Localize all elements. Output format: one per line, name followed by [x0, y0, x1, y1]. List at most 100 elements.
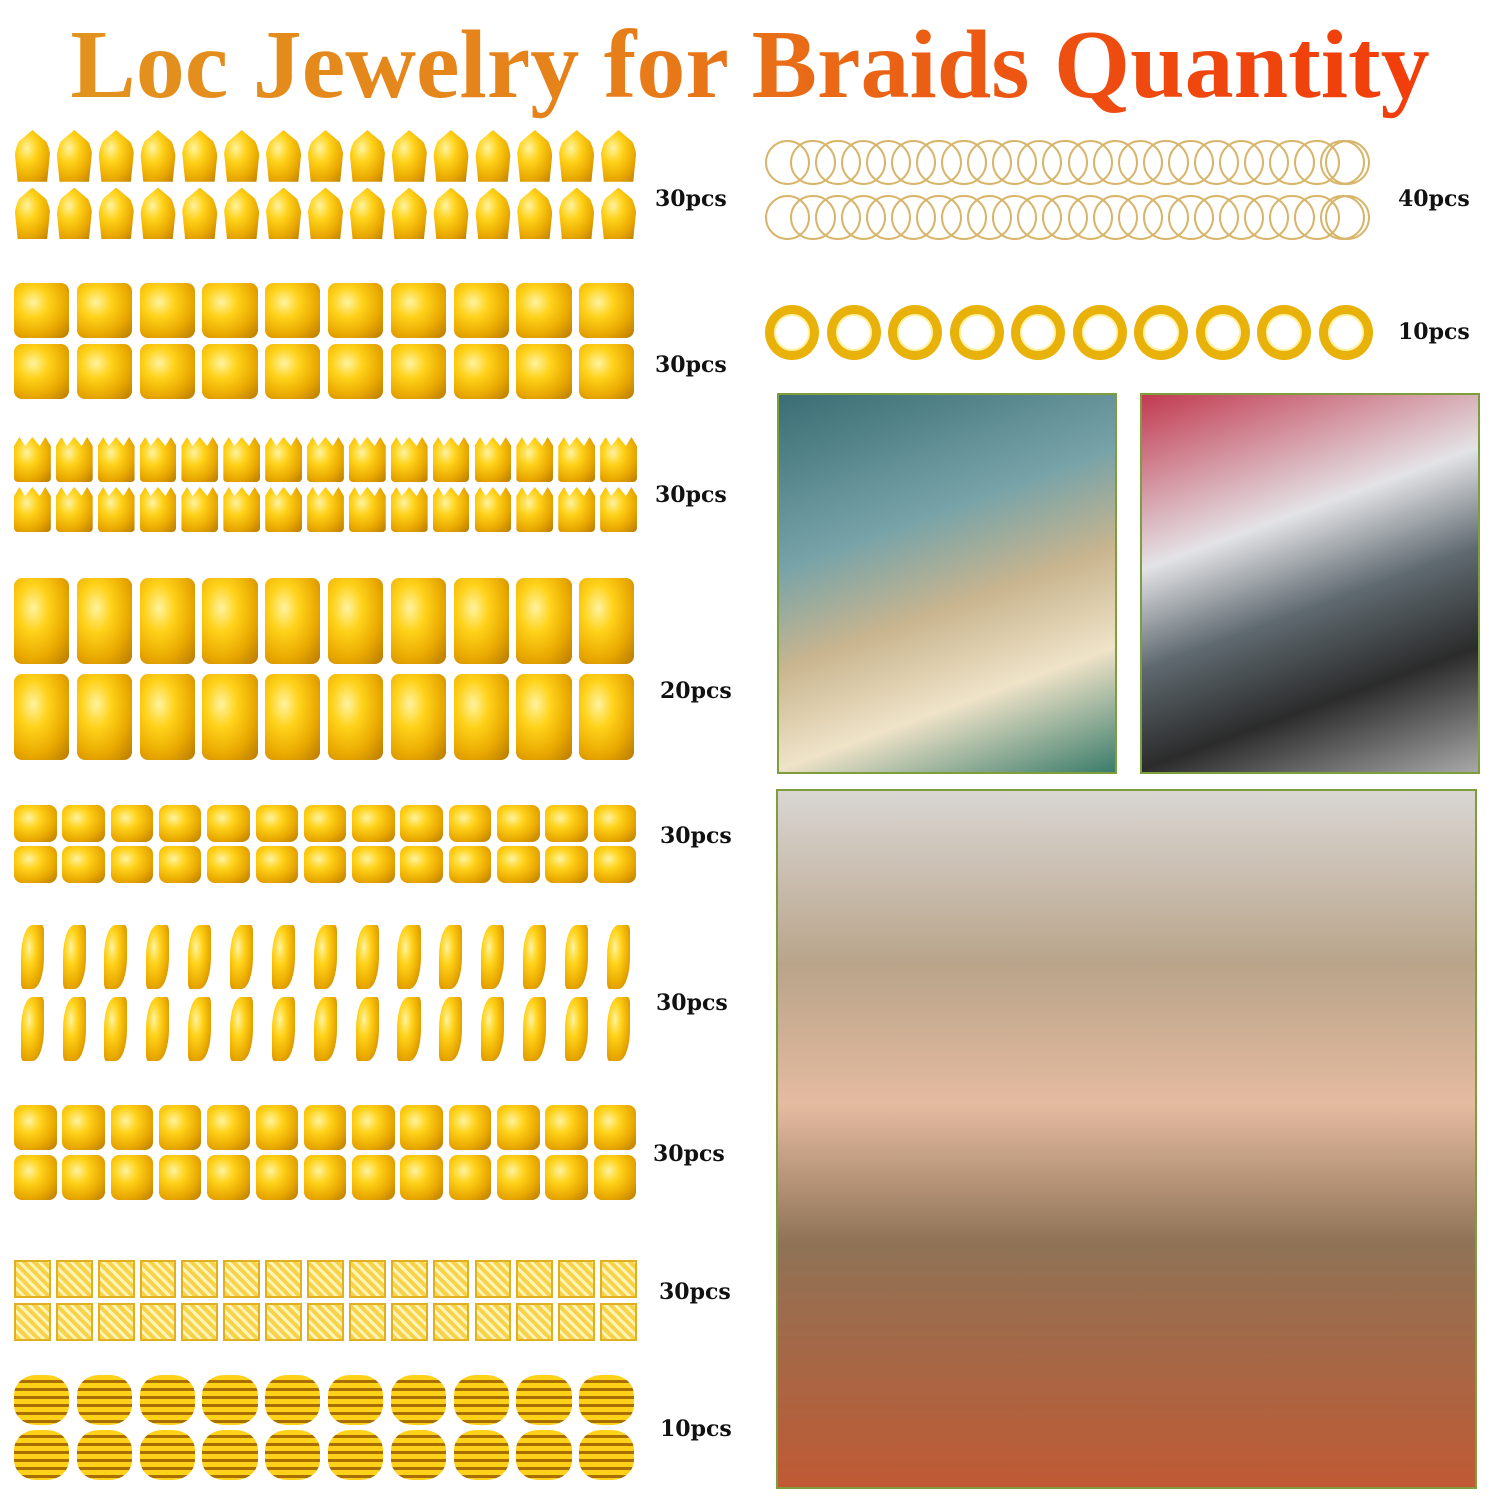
hollow-tube-icon [76, 283, 133, 338]
crown-cuff-icon [600, 437, 637, 482]
lattice-square-icon [139, 1302, 177, 1341]
crown-cuff-icon [390, 437, 428, 482]
twisted-ring-icon [826, 305, 881, 361]
filigree-cuff-icon [158, 1105, 202, 1150]
crown-cuff-icon [307, 437, 344, 482]
photo-man-braids-mask [1140, 393, 1480, 774]
hollow-tube-icon [328, 344, 384, 399]
leaf-charm-icon [523, 925, 547, 990]
filigree-cuff-icon [497, 1105, 540, 1150]
hollow-tube-icon [76, 344, 133, 399]
spiral-coil-icon [139, 1375, 195, 1425]
crown-cuff-icon [265, 437, 303, 482]
twisted-ring-icon [1195, 305, 1250, 361]
filigree-cuff-icon [158, 1155, 202, 1200]
hollow-tube-icon [516, 283, 572, 338]
spiral-coil-icon [579, 1375, 635, 1425]
twisted-ring-icon [1134, 305, 1189, 361]
small-cuff-icon [14, 805, 57, 842]
filigree-cone-icon [390, 187, 428, 240]
filigree-cone-icon [432, 130, 470, 182]
filigree-cuff-icon [303, 1105, 347, 1150]
leaf-charm-icon [62, 996, 86, 1061]
lattice-square-icon [348, 1260, 386, 1299]
crown-cuff-icon [223, 437, 261, 482]
spiral-coil-icon [202, 1375, 258, 1425]
crown-cuff-icon [432, 487, 470, 532]
small-cuff-icon [207, 846, 250, 883]
crown-cuff-icon [348, 437, 386, 482]
crown-cuff-icon [348, 487, 386, 532]
filigree-cuff-icon [303, 1155, 347, 1200]
large-tube-icon [516, 674, 572, 761]
leaf-charm-icon [188, 925, 212, 990]
twisted-ring-icon [949, 305, 1004, 361]
filigree-cone-icon [348, 130, 386, 182]
crown-cuff-icon [558, 487, 596, 532]
spiral-coil-icon [265, 1430, 321, 1480]
filigree-cone-icon [97, 130, 135, 182]
small-cuff-icon [14, 846, 57, 883]
spiral-coil-icon [265, 1375, 321, 1425]
filigree-cone-icon [558, 187, 596, 240]
filigree-cone-icon [390, 130, 428, 182]
leaf-charm-icon [146, 996, 170, 1061]
hollow-tube-icon [265, 344, 321, 399]
crown-cuff-icon [265, 487, 303, 532]
filigree-cuff-icon [110, 1105, 154, 1150]
large-tube-icon [453, 578, 509, 665]
spiral-coil-icon [516, 1430, 572, 1480]
crown-cuff-icon [516, 487, 554, 532]
lattice-square-icon [181, 1260, 219, 1299]
quantity-label: 20pcs [660, 678, 732, 704]
small-cuff-icon [207, 805, 250, 842]
filigree-cone-icon [516, 130, 554, 182]
small-cuff-icon [158, 805, 202, 842]
twisted-ring-icon [888, 305, 943, 361]
large-tube-icon [76, 674, 133, 761]
crown-cuff-icon [516, 437, 554, 482]
leaf-charm-icon [481, 925, 505, 990]
lattice-square-icon [516, 1302, 554, 1341]
leaf-charm-icon [20, 996, 44, 1061]
lattice-square-icon [223, 1302, 261, 1341]
leaf-charm-icon [355, 925, 379, 990]
filigree-cone-icon [600, 130, 637, 182]
filigree-cone-icon [181, 187, 219, 240]
large-tube-icon [328, 674, 384, 761]
quantity-label: 30pcs [655, 352, 727, 378]
leaf-charm-icon [439, 925, 463, 990]
spiral-coil-icon [76, 1375, 133, 1425]
hollow-tube-icon [265, 283, 321, 338]
filigree-cone-icon [223, 187, 261, 240]
filigree-cone-icon [265, 130, 303, 182]
leaf-charm-icon [523, 996, 547, 1061]
quantity-label: 30pcs [660, 823, 732, 849]
quantity-label: 30pcs [659, 1279, 731, 1305]
twisted-ring-icon [1072, 305, 1127, 361]
filigree-cuff-icon [545, 1105, 588, 1150]
hollow-tube-icon [14, 344, 70, 399]
lattice-square-icon [558, 1260, 596, 1299]
filigree-cuff-icon [255, 1105, 299, 1150]
small-cuff-icon [545, 805, 588, 842]
hollow-tube-icon [453, 344, 509, 399]
hollow-tube-icon [202, 283, 258, 338]
leaf-charm-icon [606, 996, 630, 1061]
small-cuff-icon [255, 805, 299, 842]
hollow-tube-icon [516, 344, 572, 399]
filigree-cuff-icon [352, 1105, 395, 1150]
small-cuff-icon [62, 846, 105, 883]
filigree-cuff-icon [448, 1105, 492, 1150]
leaf-charm-icon [564, 996, 588, 1061]
crown-cuff-icon [55, 487, 93, 532]
spiral-coil-icon [76, 1430, 133, 1480]
twisted-ring-icon [1257, 305, 1312, 361]
lattice-square-icon [474, 1260, 512, 1299]
filigree-cuff-icon [207, 1155, 250, 1200]
filigree-cuff-icon [110, 1155, 154, 1200]
large-tube-icon [202, 578, 258, 665]
crown-cuff-icon [181, 437, 219, 482]
crown-cuff-icon [139, 437, 177, 482]
filigree-cone-icon [348, 187, 386, 240]
